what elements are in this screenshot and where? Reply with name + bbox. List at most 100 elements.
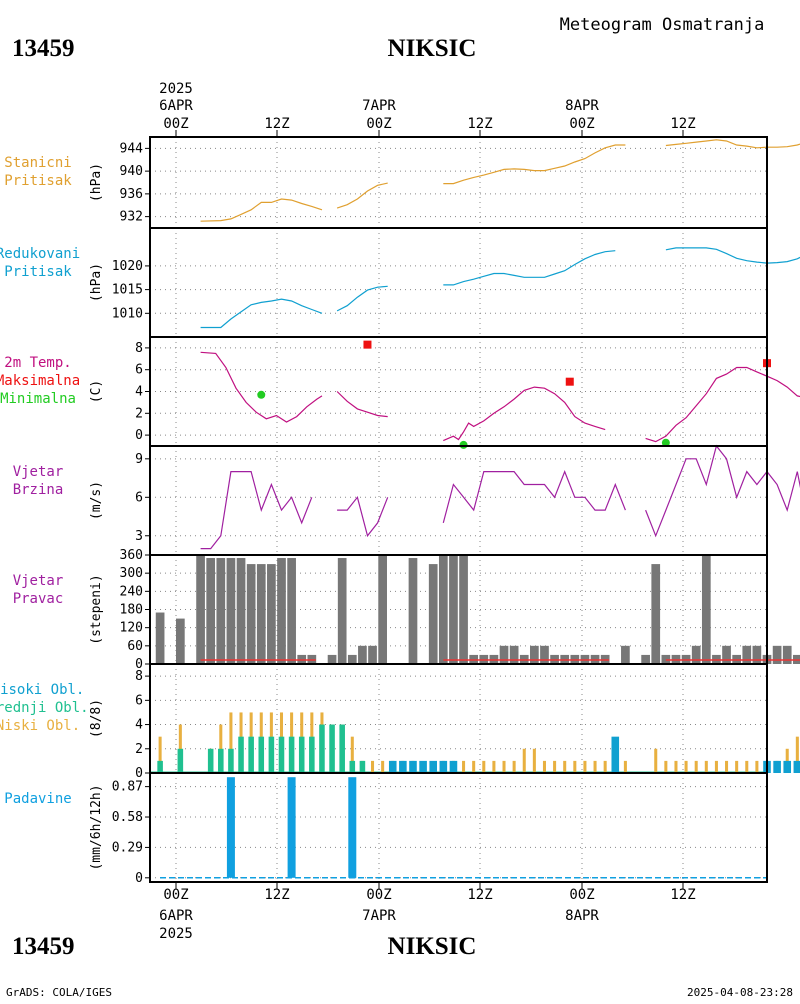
cloud-bar (278, 736, 285, 773)
cloud-bar (795, 736, 799, 773)
panel-label: Brzina (13, 482, 64, 498)
y-tick-label: 1020 (112, 259, 143, 274)
panel-label: Pravac (13, 591, 64, 607)
hour-bottom-1: 00Z (163, 887, 188, 903)
cloud-bar (349, 760, 356, 773)
cloud-bar (228, 748, 234, 773)
y-axis-label: (stepeni) (89, 574, 104, 644)
wind-direction-bar (438, 555, 448, 664)
wind-direction-bar (641, 654, 650, 664)
cloud-bar (611, 736, 620, 773)
y-tick-label: 8 (135, 669, 143, 684)
max-temp-marker (363, 340, 372, 349)
station-id-bottom: 13459 (12, 933, 75, 960)
station-name-top: NIKSIC (388, 35, 477, 62)
y-axis-label: (8/8) (89, 699, 104, 738)
y-tick-label: 6 (135, 490, 143, 505)
series-line (200, 471, 313, 550)
series-line (443, 250, 616, 286)
cloud-bar (309, 736, 315, 773)
panel-wind_speed: 3 6 9 (m/s) Vjetar Brzina (13, 444, 800, 556)
panel-precipitation: 0 0.29 0.58 0.87 (mm/6h/12h) Padavine (4, 772, 768, 886)
cloud-bar (319, 724, 325, 773)
wind-direction-bar (216, 558, 226, 664)
cloud-bar (288, 736, 295, 773)
hour-bottom-6: 12Z (670, 887, 695, 903)
panel-label: Minimalna (0, 391, 76, 407)
y-axis-label: (mm/6h/12h) (89, 784, 104, 870)
wind-direction-bar (540, 645, 549, 664)
wind-direction-bar (509, 645, 519, 664)
panel-wind_direction: 0 60 120 180 240 300 360 (stepeni) Vjetar Pravac (13, 548, 800, 672)
cloud-bar (674, 760, 678, 773)
cloud-bar (664, 760, 668, 773)
year-top: 2025 (159, 81, 193, 97)
panel-label: Padavine (4, 791, 71, 807)
cloud-bar (745, 760, 749, 773)
cloud-bar (573, 760, 577, 773)
cloud-bar (583, 760, 587, 773)
product-title: Meteogram Osmatranja (560, 15, 765, 35)
series-line (336, 182, 388, 209)
cloud-bar (603, 760, 607, 773)
wind-direction-bar (287, 558, 296, 664)
y-tick-label: 6 (135, 363, 143, 378)
panel-label: Pritisak (4, 264, 72, 280)
series-line (200, 198, 323, 222)
cloud-bar (371, 760, 375, 773)
panel-label: Redukovani (0, 246, 80, 262)
wind-direction-bar (337, 558, 347, 664)
series-line (336, 391, 388, 418)
wind-direction-bar (742, 645, 752, 664)
y-tick-label: 6 (135, 693, 143, 708)
y-tick-label: 936 (120, 187, 143, 202)
wind-direction-bar (772, 645, 782, 664)
y-tick-label: 2 (135, 406, 143, 421)
cloud-bar (654, 748, 658, 773)
y-tick-label: 0.58 (112, 810, 143, 825)
wind-direction-bar (428, 564, 438, 664)
hour-bottom-3: 00Z (366, 887, 391, 903)
wind-direction-bar (175, 618, 185, 664)
station-id-top: 13459 (12, 35, 75, 62)
y-tick-label: 944 (120, 141, 144, 156)
wind-direction-bar (651, 564, 661, 664)
y-tick-label: 940 (120, 164, 143, 179)
hour-bottom-4: 12Z (467, 887, 492, 903)
y-tick-label: 360 (120, 548, 143, 563)
y-tick-label: 300 (120, 566, 143, 581)
wind-direction-bar (277, 558, 286, 664)
cloud-bar (512, 760, 516, 773)
cloud-bar (684, 760, 688, 773)
min-temp-marker (459, 440, 468, 449)
y-tick-label: 2 (135, 742, 143, 757)
panel-label: Vjetar (13, 573, 64, 589)
cloud-bar (399, 760, 407, 773)
hour-bottom-2: 12Z (264, 887, 289, 903)
wind-direction-bar (155, 612, 165, 664)
wind-direction-bar (408, 558, 418, 664)
cloud-bar (339, 724, 345, 773)
cloud-bar (735, 760, 739, 773)
date-top-2: 7APR (362, 98, 396, 114)
series-line (337, 495, 389, 538)
cloud-bar (238, 736, 244, 773)
y-tick-label: 0 (135, 871, 143, 886)
date-bottom-1: 6APR (159, 908, 193, 924)
min-temp-marker (661, 438, 670, 447)
wind-direction-bar (661, 654, 671, 664)
cloud-bar (388, 760, 397, 773)
series-line (443, 386, 606, 442)
cloud-bar (542, 760, 546, 773)
cloud-bar (207, 748, 214, 773)
wind-direction-bar (267, 564, 276, 664)
cloud-bar (298, 736, 305, 773)
cloud-bar (409, 760, 417, 773)
credit-text: GrADS: COLA/IGES (6, 986, 112, 999)
y-tick-label: 8 (135, 341, 143, 356)
y-tick-label: 1015 (112, 283, 143, 298)
y-tick-label: 120 (120, 621, 143, 636)
cloud-bar (725, 760, 729, 773)
